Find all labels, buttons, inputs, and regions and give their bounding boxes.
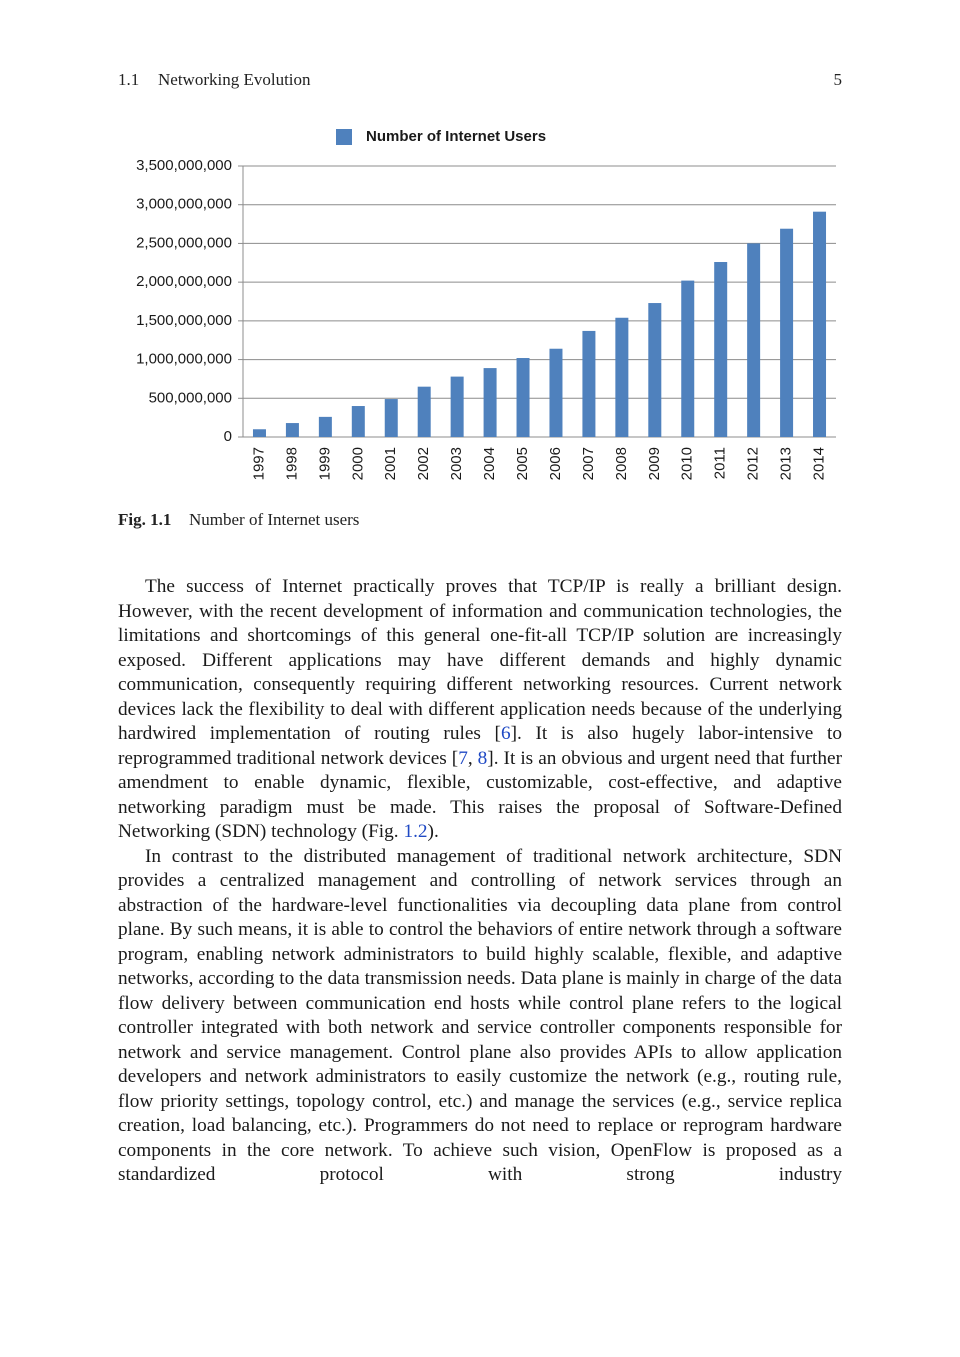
x-tick-label: 2006 — [547, 447, 564, 480]
y-tick-label: 1,500,000,000 — [136, 312, 232, 329]
bar — [351, 406, 365, 437]
page-number: 5 — [834, 70, 843, 89]
x-tick-label: 2004 — [481, 447, 498, 480]
paragraph: The success of Internet practically prov… — [118, 575, 842, 845]
bar — [384, 399, 398, 437]
bar — [483, 368, 497, 437]
bar — [582, 330, 596, 437]
x-tick-label: 2005 — [514, 447, 531, 480]
citation-link[interactable]: 6 — [500, 723, 511, 744]
text-run: The success of Internet practically prov… — [118, 576, 842, 744]
y-tick-label: 2,000,000,000 — [136, 273, 232, 290]
bar — [615, 317, 629, 437]
y-tick-label: 0 — [224, 428, 232, 445]
x-tick-label: 2014 — [810, 447, 827, 480]
chart: 1.1 Networking Evolution 5 Fig. 1.1 Numb… — [118, 70, 843, 529]
x-tick-label: 2010 — [679, 447, 696, 480]
citation-link[interactable]: 8 — [477, 747, 488, 769]
text-run: , — [467, 747, 478, 769]
citation-link[interactable]: 7 — [458, 747, 468, 769]
y-tick-label: 2,500,000,000 — [136, 234, 232, 251]
section-title: Networking Evolution — [158, 70, 311, 89]
bar — [813, 211, 827, 437]
y-tick-label: 500,000,000 — [149, 389, 232, 406]
bar — [780, 228, 794, 437]
citation-link[interactable]: 1.2 — [403, 821, 428, 842]
bar — [318, 416, 332, 437]
text-run: ]. It is an obvious and urgent need that… — [118, 747, 843, 843]
x-tick-label: 2007 — [580, 447, 597, 480]
body-text: The success of Internet practically prov… — [118, 575, 842, 1188]
bar — [450, 376, 464, 437]
y-tick-label: 3,000,000,000 — [136, 196, 232, 213]
bar — [252, 429, 266, 437]
x-tick-label: 2000 — [349, 447, 366, 480]
x-tick-label: 1999 — [316, 447, 333, 480]
x-tick-label: 1997 — [250, 447, 267, 480]
legend-label: Number of Internet Users — [366, 128, 546, 145]
x-tick-label: 2003 — [448, 447, 465, 480]
paragraph: In contrast to the distributed managemen… — [118, 845, 842, 1188]
text-run: ). — [427, 821, 439, 842]
bar — [516, 358, 530, 437]
bar — [648, 303, 662, 437]
bar — [747, 243, 761, 437]
bar — [417, 386, 431, 437]
section-number: 1.1 — [118, 70, 139, 89]
x-tick-label: 2009 — [646, 447, 663, 480]
bar — [285, 423, 299, 437]
bar — [549, 348, 563, 437]
bar — [681, 280, 695, 437]
legend-swatch — [336, 129, 352, 145]
x-tick-label: 2002 — [415, 447, 432, 480]
caption-label: Fig. 1.1 — [118, 510, 171, 529]
x-tick-label: 2001 — [382, 447, 399, 480]
bar — [714, 262, 728, 437]
text-run: ]. It is also hugely labor-intensive to … — [118, 723, 842, 769]
x-tick-label: 2012 — [745, 447, 762, 480]
y-tick-label: 3,500,000,000 — [136, 157, 232, 174]
text-run: In contrast to the distributed managemen… — [118, 845, 842, 1186]
x-tick-label: 1998 — [283, 447, 300, 480]
x-tick-label: 2013 — [778, 447, 795, 480]
x-tick-label: 2011 — [712, 447, 729, 479]
y-tick-label: 1,000,000,000 — [136, 351, 232, 368]
caption-text: Number of Internet users — [189, 510, 359, 529]
x-tick-label: 2008 — [613, 447, 630, 480]
